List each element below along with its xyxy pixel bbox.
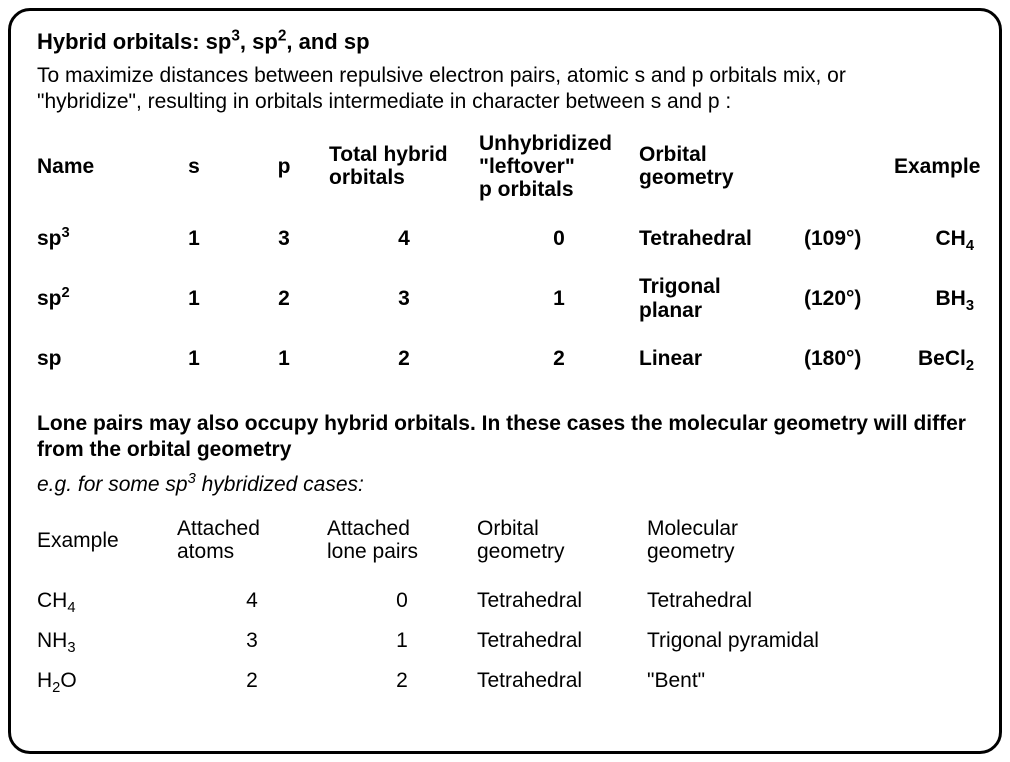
- t1-cell-p: 3: [239, 215, 329, 263]
- t1-cell-name: sp3: [37, 215, 149, 263]
- t2-hdr-mgeom: Moleculargeometry: [647, 511, 897, 581]
- card-title: Hybrid orbitals: sp3, sp2, and sp: [37, 29, 973, 55]
- eg-text: e.g. for some sp3 hybridized cases:: [37, 473, 973, 497]
- t2-cell-lp: 2: [327, 661, 477, 701]
- t1-hdr-angle: [804, 160, 894, 180]
- t1-cell-name: sp: [37, 335, 149, 383]
- t2-cell-example: CH4: [37, 581, 177, 621]
- t1-cell-s: 1: [149, 215, 239, 263]
- t1-hdr-example: Example: [894, 149, 974, 192]
- t2-cell-mgeom: Trigonal pyramidal: [647, 621, 897, 661]
- lone-pairs-note: Lone pairs may also occupy hybrid orbita…: [37, 411, 967, 464]
- t1-hdr-total: Total hybrid orbitals: [329, 137, 479, 203]
- t1-cell-geom: Trigonalplanar: [639, 263, 804, 335]
- lone-pairs-table: Example Attachedatoms Attachedlone pairs…: [37, 511, 973, 701]
- t1-cell-angle: (109°): [804, 215, 894, 263]
- t1-cell-leftover: 0: [479, 215, 639, 263]
- t1-cell-name: sp2: [37, 275, 149, 323]
- t2-cell-mgeom: "Bent": [647, 661, 897, 701]
- t1-cell-geom: Tetrahedral: [639, 215, 804, 263]
- t1-cell-angle: (120°): [804, 275, 894, 323]
- t2-cell-atoms: 2: [177, 661, 327, 701]
- t1-cell-total: 2: [329, 335, 479, 383]
- t2-cell-atoms: 3: [177, 621, 327, 661]
- t2-cell-lp: 0: [327, 581, 477, 621]
- t1-cell-angle: (180°): [804, 335, 894, 383]
- t2-cell-mgeom: Tetrahedral: [647, 581, 897, 621]
- t2-cell-atoms: 4: [177, 581, 327, 621]
- t1-hdr-p: p: [239, 149, 329, 192]
- t2-cell-example: NH3: [37, 621, 177, 661]
- t1-cell-leftover: 2: [479, 335, 639, 383]
- t2-hdr-atoms: Attachedatoms: [177, 511, 327, 581]
- t2-cell-example: H2O: [37, 661, 177, 701]
- t1-cell-p: 2: [239, 275, 329, 323]
- t1-cell-s: 1: [149, 275, 239, 323]
- intro-text: To maximize distances between repulsive …: [37, 63, 947, 116]
- t2-hdr-ogeom: Orbitalgeometry: [477, 511, 647, 581]
- t1-hdr-name: Name: [37, 149, 149, 192]
- t2-hdr-lp: Attachedlone pairs: [327, 511, 477, 581]
- t1-cell-total: 4: [329, 215, 479, 263]
- t1-cell-example: BeCl2: [894, 335, 974, 383]
- t1-hdr-s: s: [149, 149, 239, 192]
- t2-cell-lp: 1: [327, 621, 477, 661]
- t2-cell-ogeom: Tetrahedral: [477, 621, 647, 661]
- hybrid-orbitals-table: Name s p Total hybrid orbitals Unhybridi…: [37, 126, 973, 383]
- t1-cell-total: 3: [329, 275, 479, 323]
- t2-cell-ogeom: Tetrahedral: [477, 581, 647, 621]
- t2-hdr-example: Example: [37, 523, 177, 570]
- t1-hdr-geom: Orbital geometry: [639, 137, 804, 203]
- t1-cell-s: 1: [149, 335, 239, 383]
- t1-cell-leftover: 1: [479, 275, 639, 323]
- info-card: Hybrid orbitals: sp3, sp2, and sp To max…: [8, 8, 1002, 754]
- t2-cell-ogeom: Tetrahedral: [477, 661, 647, 701]
- t1-cell-p: 1: [239, 335, 329, 383]
- t1-hdr-leftover: Unhybridized"leftover"p orbitals: [479, 126, 639, 215]
- t1-cell-example: CH4: [894, 215, 974, 263]
- t1-cell-geom: Linear: [639, 335, 804, 383]
- t1-cell-example: BH3: [894, 275, 974, 323]
